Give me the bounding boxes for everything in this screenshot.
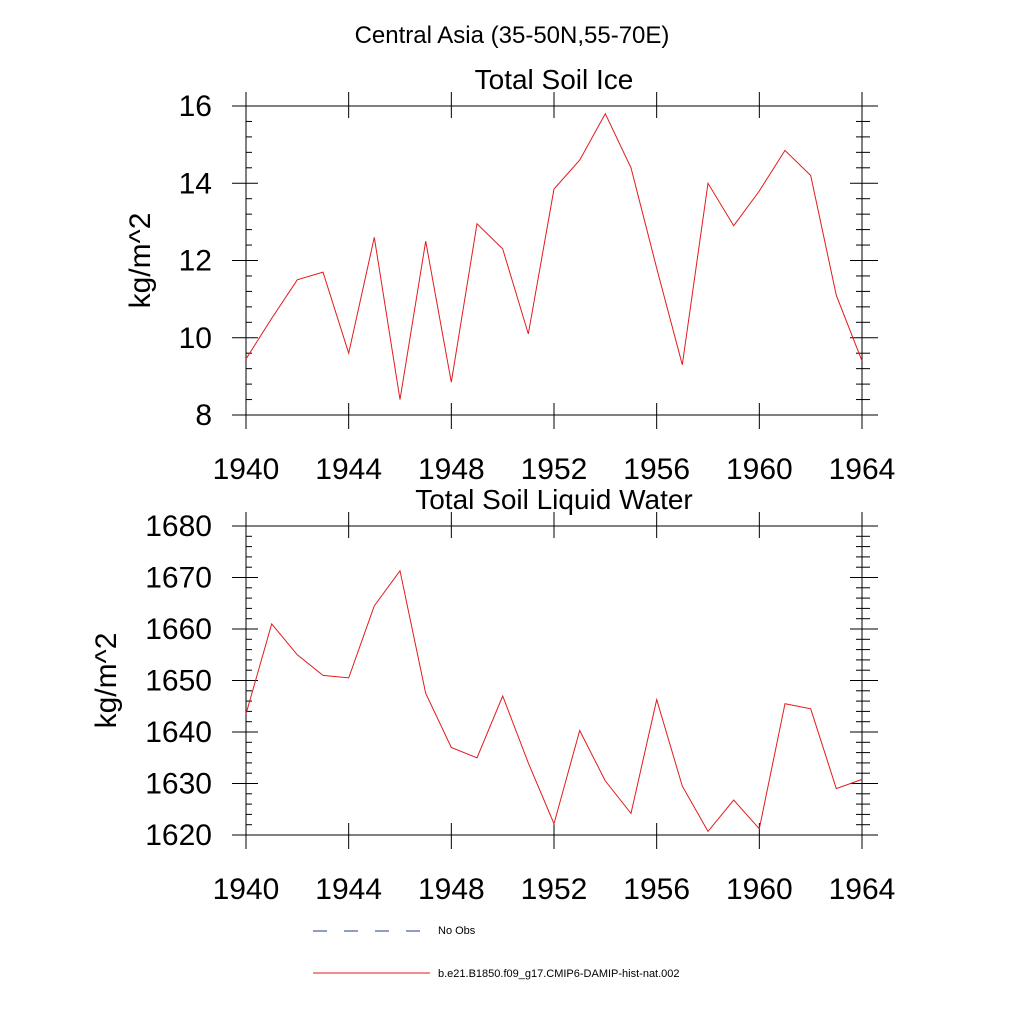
y-tick-label: 1680	[145, 510, 212, 543]
y-tick-label: 12	[179, 245, 212, 278]
x-tick-label: 1960	[726, 873, 793, 906]
chart-total-soil-liquid-water: Total Soil Liquid Water kg/m^2 1940 1944 194…	[90, 484, 895, 906]
y-tick-label: 16	[179, 90, 212, 123]
y-axis-label: kg/m^2	[90, 633, 123, 729]
y-tick-label: 1660	[145, 613, 212, 646]
y-axis-label: kg/m^2	[124, 213, 157, 309]
y-tick-label: 1670	[145, 562, 212, 595]
x-tick-label: 1944	[315, 873, 382, 906]
y-tick-label: 14	[179, 167, 212, 200]
y-tick-label: 8	[195, 399, 212, 432]
legend: No Obs b.e21.B1850.f09_g17.CMIP6-DAMIP-h…	[313, 925, 680, 980]
x-tick-label: 1956	[623, 873, 690, 906]
x-tick-label: 1940	[213, 453, 280, 486]
legend-label-model-run: b.e21.B1850.f09_g17.CMIP6-DAMIP-hist-nat…	[438, 968, 680, 980]
series-line	[245, 569, 863, 833]
y-tick-label: 1640	[145, 716, 212, 749]
x-tick-label: 1940	[213, 873, 280, 906]
x-tick-label: 1952	[521, 453, 588, 486]
y-tick-label: 1620	[145, 819, 212, 852]
series-line	[245, 112, 863, 400]
x-tick-label: 1952	[521, 873, 588, 906]
chart-title: Total Soil Ice	[475, 64, 634, 95]
x-tick-label: 1960	[726, 453, 793, 486]
y-tick-label: 1630	[145, 768, 212, 801]
x-tick-label: 1944	[315, 453, 382, 486]
plot-frame	[245, 525, 863, 836]
plot-frame	[245, 105, 863, 416]
x-tick-label: 1948	[418, 873, 485, 906]
x-tick-label: 1964	[829, 873, 896, 906]
y-tick-label: 10	[179, 322, 212, 355]
y-tick-label: 1650	[145, 665, 212, 698]
chart-total-soil-ice: Total Soil Ice kg/m^2 1940 1944 1948 1952 1956…	[124, 64, 895, 486]
x-tick-label: 1956	[623, 453, 690, 486]
figure-title: Central Asia (35-50N,55-70E)	[355, 22, 670, 49]
x-tick-label: 1948	[418, 453, 485, 486]
legend-label-no-obs: No Obs	[438, 925, 476, 937]
x-tick-label: 1964	[829, 453, 896, 486]
chart-title: Total Soil Liquid Water	[415, 484, 693, 515]
